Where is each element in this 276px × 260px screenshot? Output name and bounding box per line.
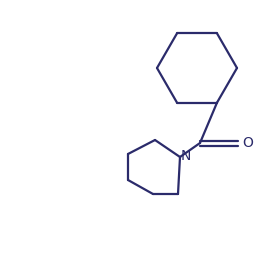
Text: O: O bbox=[242, 136, 253, 150]
Text: N: N bbox=[181, 149, 191, 163]
